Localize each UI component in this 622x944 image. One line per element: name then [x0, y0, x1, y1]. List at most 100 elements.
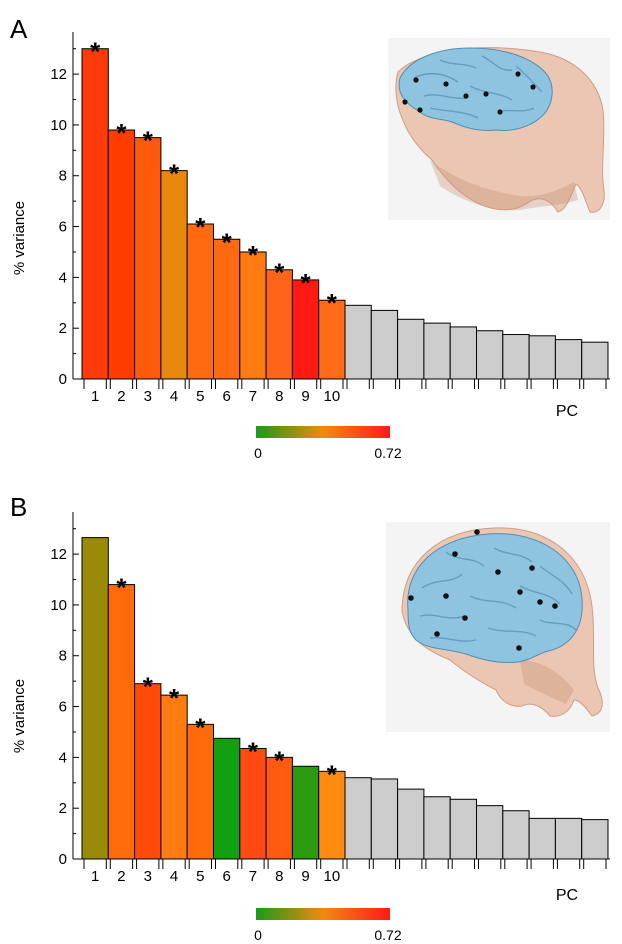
bar — [81, 48, 109, 380]
bar — [213, 737, 241, 860]
y-tick-label: 8 — [59, 648, 67, 665]
x-tick-label: 7 — [249, 868, 257, 885]
x-tick-label: 1 — [91, 868, 99, 885]
bar — [107, 584, 136, 860]
colorbar-a: 0 0.72 — [254, 426, 402, 461]
significance-star: * — [248, 240, 259, 270]
significance-star: * — [143, 672, 154, 702]
x-tick-label: 8 — [275, 868, 283, 885]
bar — [370, 309, 399, 380]
bar — [160, 694, 188, 860]
bar — [449, 798, 478, 860]
colorbar-a-max-label: 0.72 — [374, 445, 401, 461]
significance-star: * — [274, 745, 285, 775]
y-tick-label: 4 — [59, 749, 67, 766]
chart-a: 0 2 4 6 8 10 12 1 * 2 * 3 * 4 * 5 * 6 * 7 * 8 * 9 * 10 * — [50, 32, 610, 405]
significance-star: * — [116, 118, 127, 148]
y-tick-label: 10 — [50, 597, 67, 614]
colorbar-a-gradient — [256, 426, 390, 438]
bar — [423, 322, 451, 380]
colorbar-b-gradient — [256, 908, 390, 920]
significance-star: * — [195, 712, 206, 742]
x-tick-label: 8 — [275, 388, 283, 405]
y-tick-label: 0 — [59, 371, 67, 388]
bar — [134, 683, 162, 860]
skull-human-image — [386, 522, 610, 732]
x-tick-label: 2 — [117, 868, 125, 885]
colorbar-b-max-label: 0.72 — [374, 927, 401, 943]
bar — [397, 788, 425, 860]
bar — [186, 223, 214, 380]
bar — [581, 341, 609, 380]
y-tick-label: 4 — [59, 269, 67, 286]
bar — [554, 339, 583, 380]
bar — [344, 777, 372, 860]
colorbar-b: 0 0.72 — [254, 908, 402, 943]
x-tick-label: 5 — [196, 868, 204, 885]
skull-chimp-image — [388, 38, 610, 220]
colorbar-b-min-label: 0 — [254, 927, 262, 943]
y-tick-label: 0 — [59, 851, 67, 868]
bar — [239, 251, 267, 380]
bar — [528, 335, 556, 380]
ylabel-b: % variance — [11, 679, 28, 753]
bar — [502, 810, 530, 860]
x-tick-label: 3 — [144, 868, 152, 885]
bar — [107, 129, 136, 380]
significance-star: * — [169, 159, 180, 189]
x-tick-label: 2 — [117, 388, 125, 405]
significance-star: * — [300, 268, 311, 298]
bar — [528, 817, 556, 860]
bar — [134, 137, 162, 380]
x-tick-label: 6 — [222, 388, 230, 405]
colorbar-a-min-label: 0 — [254, 445, 262, 461]
bar — [554, 817, 583, 860]
bar — [581, 819, 609, 860]
bar — [397, 318, 425, 380]
significance-star: * — [222, 227, 233, 257]
x-tick-label: 6 — [222, 868, 230, 885]
bar — [291, 765, 320, 860]
significance-star: * — [116, 573, 127, 603]
bar — [160, 170, 188, 380]
xlabel-a: PC — [556, 403, 578, 420]
xlabel-b: PC — [556, 887, 578, 904]
significance-star: * — [248, 736, 259, 766]
y-tick-label: 6 — [59, 699, 67, 716]
x-tick-label: 10 — [324, 388, 341, 405]
y-tick-label: 6 — [59, 219, 67, 236]
bar — [344, 304, 372, 380]
bar — [423, 796, 451, 860]
x-tick-label: 4 — [170, 868, 178, 885]
panel-label-b: B — [10, 492, 27, 522]
y-tick-label: 8 — [59, 168, 67, 185]
significance-star: * — [90, 37, 101, 67]
y-tick-label: 10 — [50, 117, 67, 134]
significance-star: * — [327, 288, 338, 318]
bar — [265, 269, 293, 380]
x-tick-label: 10 — [324, 868, 341, 885]
significance-star: * — [169, 683, 180, 713]
bar — [291, 279, 320, 380]
bar — [81, 537, 109, 860]
bar — [476, 805, 504, 860]
panel-a: A % variance PC 0 2 4 6 8 10 12 1 * 2 * 3 * 4 * 5 * 6 * 7 * 8… — [10, 14, 610, 420]
bar — [502, 334, 530, 380]
significance-star: * — [327, 759, 338, 789]
x-tick-label: 9 — [301, 388, 309, 405]
y-tick-label: 2 — [59, 800, 67, 817]
significance-star: * — [195, 212, 206, 242]
significance-star: * — [274, 258, 285, 288]
bar — [186, 723, 214, 860]
significance-star: * — [143, 126, 154, 156]
y-tick-label: 12 — [50, 546, 67, 563]
x-tick-label: 4 — [170, 388, 178, 405]
x-tick-label: 1 — [91, 388, 99, 405]
bar — [318, 770, 346, 860]
panel-label-a: A — [10, 14, 28, 44]
bar — [370, 778, 399, 860]
y-tick-label: 12 — [50, 66, 67, 83]
